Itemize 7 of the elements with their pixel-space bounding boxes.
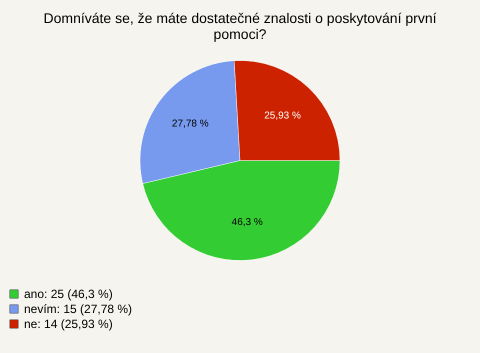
data-label: 27,78 % [172, 118, 209, 130]
chart-title: Domníváte se, že máte dostatečné znalosti o poskytování první pomoci? [44, 10, 437, 42]
legend-label: nevím: 15 (27,78 %) [24, 302, 132, 316]
data-label: 46,3 % [232, 217, 263, 228]
legend-label: ano: 25 (46,3 %) [24, 287, 113, 301]
legend-label: ne: 14 (25,93 %) [24, 317, 113, 331]
data-label: 25,93 % [264, 110, 301, 122]
